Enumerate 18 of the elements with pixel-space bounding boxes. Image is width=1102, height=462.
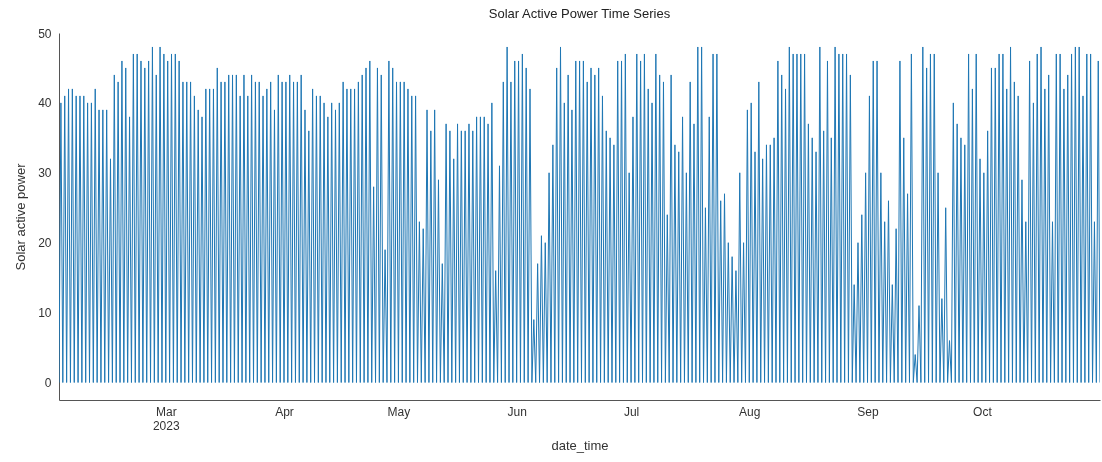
line-series (59, 46, 1100, 384)
x-tick-label: Jul (623, 404, 640, 419)
x-tick-label: Mar 2023 (152, 404, 180, 433)
y-tick-label: 30 (38, 166, 52, 181)
x-tick-label: Oct (973, 404, 993, 419)
y-tick-label: 0 (44, 376, 52, 391)
y-axis-title: Solar active power (13, 162, 29, 271)
y-tick-label: 40 (38, 96, 52, 111)
x-tick-label: Apr (275, 404, 294, 419)
y-tick-label: 50 (38, 26, 52, 41)
x-tick-label: Aug (739, 404, 761, 419)
x-tick-label: Jun (507, 404, 527, 419)
x-tick-label: May (387, 404, 411, 419)
chart-title: Solar Active Power Time Series (488, 6, 671, 21)
x-axis-title: date_time (551, 437, 609, 453)
y-tick-label: 10 (38, 306, 52, 321)
x-tick-label: Sep (857, 404, 880, 419)
y-tick-label: 20 (38, 236, 52, 251)
